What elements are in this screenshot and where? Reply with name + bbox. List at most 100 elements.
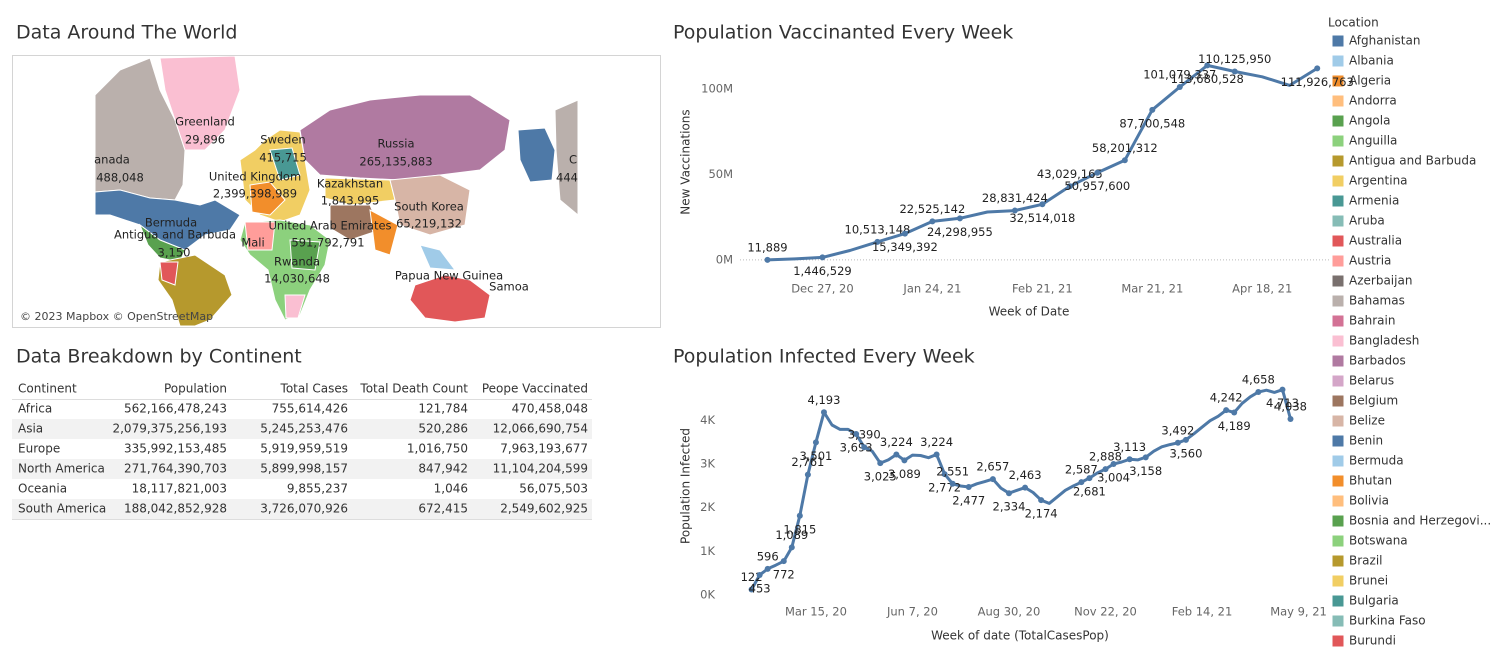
data-point bbox=[1174, 439, 1181, 446]
line-series bbox=[750, 388, 1292, 591]
table-header: Population bbox=[164, 382, 227, 396]
legend-label: Azerbaijan bbox=[1349, 274, 1412, 288]
map-label: 1,843,995 bbox=[321, 194, 380, 208]
data-point bbox=[1110, 461, 1117, 468]
x-tick-label: Mar 21, 21 bbox=[1121, 282, 1183, 296]
legend-label: Belize bbox=[1349, 414, 1385, 428]
data-label: 4,713 bbox=[1266, 396, 1299, 410]
legend-label: Bangladesh bbox=[1349, 334, 1419, 348]
table-cell: 56,075,503 bbox=[519, 482, 588, 496]
data-label: 50,957,600 bbox=[1064, 179, 1130, 193]
y-tick-label: 3K bbox=[700, 457, 715, 471]
legend-swatch bbox=[1331, 114, 1345, 128]
legend-swatch bbox=[1331, 34, 1345, 48]
y-tick-label: 100M bbox=[701, 81, 733, 95]
legend-swatch bbox=[1331, 354, 1345, 368]
legend-swatch bbox=[1331, 514, 1345, 528]
table-cell: 271,764,390,703 bbox=[124, 462, 227, 476]
data-point bbox=[819, 254, 826, 261]
data-label: 1,815 bbox=[783, 522, 816, 536]
legend-label: Argentina bbox=[1349, 174, 1408, 188]
data-label: 3,113 bbox=[1113, 440, 1146, 454]
legend-label: Bosnia and Herzegovi... bbox=[1349, 514, 1490, 528]
legend-title: Location bbox=[1328, 16, 1379, 30]
data-label: 11,889 bbox=[747, 240, 787, 254]
legend-label: Botswana bbox=[1349, 534, 1408, 548]
data-label: 113,680,528 bbox=[1171, 72, 1244, 86]
data-point bbox=[1279, 386, 1286, 393]
data-point bbox=[1231, 68, 1238, 75]
legend-label: Andorra bbox=[1349, 94, 1397, 108]
data-point bbox=[1204, 62, 1211, 69]
data-label: 3,693 bbox=[840, 441, 873, 455]
data-point bbox=[764, 256, 771, 263]
data-point bbox=[804, 471, 811, 478]
data-point bbox=[1011, 207, 1018, 214]
table-cell: Africa bbox=[18, 402, 52, 416]
legend-swatch bbox=[1331, 54, 1345, 68]
x-tick-label: Dec 27, 20 bbox=[791, 282, 854, 296]
data-point bbox=[1287, 416, 1294, 423]
data-label: 122 bbox=[741, 570, 763, 584]
country-shape bbox=[389, 174, 471, 236]
data-label: 43,029,165 bbox=[1037, 167, 1103, 181]
legend-swatch bbox=[1331, 214, 1345, 228]
country-shape bbox=[269, 147, 301, 181]
table-cell: 121,784 bbox=[418, 402, 468, 416]
table-cell: Asia bbox=[18, 422, 43, 436]
y-tick-label: 50M bbox=[708, 167, 733, 181]
data-point bbox=[1102, 466, 1109, 473]
legend-swatch bbox=[1331, 134, 1345, 148]
table-row-band bbox=[12, 419, 592, 439]
map-label: Antigua and Barbuda bbox=[114, 228, 236, 242]
map-label: Russia bbox=[378, 137, 415, 151]
legend-label: Aruba bbox=[1349, 214, 1385, 228]
data-label: 3,089 bbox=[888, 467, 921, 481]
legend-label: Australia bbox=[1349, 234, 1402, 248]
legend-label: Anguilla bbox=[1349, 134, 1397, 148]
data-point bbox=[901, 457, 908, 464]
x-tick-label: Jan 24, 21 bbox=[902, 282, 961, 296]
legend-label: Bahrain bbox=[1349, 314, 1395, 328]
country-shape bbox=[94, 189, 241, 251]
country-shape bbox=[409, 274, 491, 323]
data-label: 2,761 bbox=[791, 455, 824, 469]
legend-swatch bbox=[1331, 494, 1345, 508]
map-label: Rwanda bbox=[274, 255, 320, 269]
legend-swatch bbox=[1331, 574, 1345, 588]
map-label: Mali bbox=[241, 236, 264, 250]
table-cell: 7,963,193,677 bbox=[500, 442, 588, 456]
data-point bbox=[788, 544, 795, 551]
table-cell: 847,942 bbox=[418, 462, 468, 476]
legend-swatch bbox=[1331, 154, 1345, 168]
legend-swatch bbox=[1331, 414, 1345, 428]
map-label: Sweden bbox=[260, 133, 305, 147]
data-point bbox=[1255, 389, 1262, 396]
legend-swatch bbox=[1331, 74, 1345, 88]
legend-label: Afghanistan bbox=[1349, 34, 1420, 48]
legend-swatch bbox=[1331, 534, 1345, 548]
x-tick-label: Nov 22, 20 bbox=[1074, 605, 1137, 619]
legend-label: Brunei bbox=[1349, 574, 1388, 588]
data-label: 110,125,950 bbox=[1198, 52, 1271, 66]
map-label: 415,715 bbox=[259, 151, 307, 165]
data-point bbox=[874, 238, 881, 245]
data-label: 2,681 bbox=[1073, 485, 1106, 499]
legend-swatch bbox=[1331, 254, 1345, 268]
data-point bbox=[1038, 497, 1045, 504]
data-label: 2,657 bbox=[976, 460, 1009, 474]
table-cell: 335,992,153,485 bbox=[124, 442, 227, 456]
table-cell: 755,614,426 bbox=[272, 402, 348, 416]
data-point bbox=[1176, 83, 1183, 90]
data-point bbox=[933, 451, 940, 458]
table-cell: 672,415 bbox=[418, 502, 468, 516]
data-point bbox=[780, 558, 787, 565]
data-point bbox=[764, 565, 771, 572]
table-cell: 5,919,959,519 bbox=[260, 442, 348, 456]
table-cell: 520,286 bbox=[418, 422, 468, 436]
data-label: 15,349,392 bbox=[872, 240, 938, 254]
map-title: Data Around The World bbox=[16, 22, 237, 44]
data-label: 101,079,337 bbox=[1143, 67, 1216, 81]
legend-swatch bbox=[1331, 634, 1345, 648]
